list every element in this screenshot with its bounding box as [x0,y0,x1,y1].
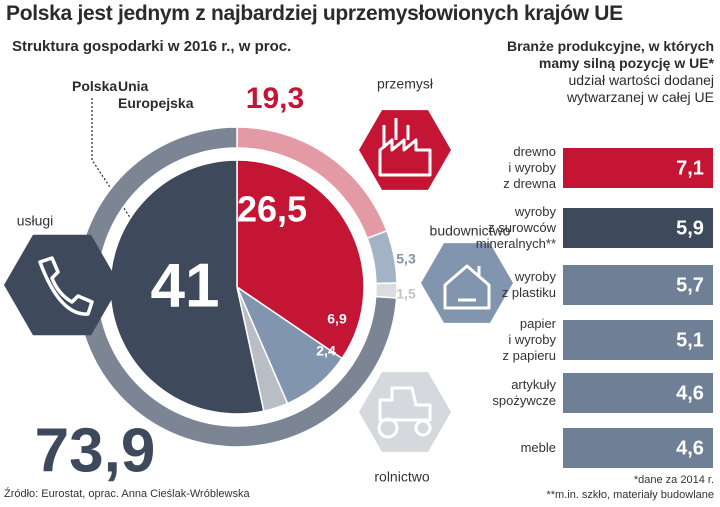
icon-phone [38,256,94,316]
value-label: 2,4 [316,343,336,359]
icon-factory [378,118,432,177]
value-box [563,265,713,305]
page-title: Polska jest jednym z najbardziej uprzemy… [6,2,623,25]
value-label: 6,9 [327,311,347,327]
category-label: papier i wyroby z papieru [502,316,556,363]
category-label: usługi [17,213,54,229]
subtitle: Struktura gospodarki w 2016 r., w proc. [12,38,292,55]
category-label: artykuły spożywcze [492,377,556,408]
value-box [563,148,713,188]
icon-hexagon [421,243,513,323]
icon-wheel [414,419,432,437]
pie-slice [366,229,398,285]
icon-wheel [377,417,399,439]
footnote: **m.in. szkło, materiały budowlane [546,489,714,501]
icon-hexagon [359,372,451,452]
value-label: 26,5 [237,189,307,230]
category-label: przemysł [377,76,434,92]
footnote: *dane za 2014 r. [633,474,714,486]
category-label: drewno i wyroby z drewna [503,144,556,191]
value-box [563,428,713,468]
icon-house [443,264,491,310]
source: Źródło: Eurostat, oprac. Anna Cieślak-Wr… [4,488,250,500]
value-box [563,208,713,248]
icon-tractor [378,386,432,422]
value-label: 5,3 [396,251,416,267]
value-label: 41 [151,251,220,320]
value-label: 5,1 [676,329,704,351]
category-label: wyroby z surowców mineralnych** [475,204,556,251]
value-box [563,373,713,413]
value-label: 7,1 [676,157,704,179]
series-label: Unia Europejska [118,78,194,111]
value-box [563,320,713,360]
bar-subtitle: udział wartości dodanej wytwarzanej w ca… [566,72,714,105]
category-label: wyroby z plastiku [501,269,556,300]
pie-slice [76,126,398,448]
pie-slice [236,159,365,360]
icons [38,118,491,439]
category-label: meble [520,440,556,455]
value-label: 4,6 [676,382,704,404]
value-label: 5,9 [676,217,704,239]
value-label: 73,9 [35,416,156,485]
category-label: rolnictwo [374,469,429,485]
value-label: 4,6 [676,437,704,459]
leader-line [92,138,100,178]
value-label: 19,3 [246,82,304,115]
pie-slice [374,282,398,299]
value-label: 5,7 [676,274,704,296]
category-label: budownictwo [430,223,511,239]
series-label: Polska [72,78,118,94]
value-label: 1,5 [396,286,416,302]
bar-title: Branże produkcyjne, w których mamy silną… [507,38,714,71]
